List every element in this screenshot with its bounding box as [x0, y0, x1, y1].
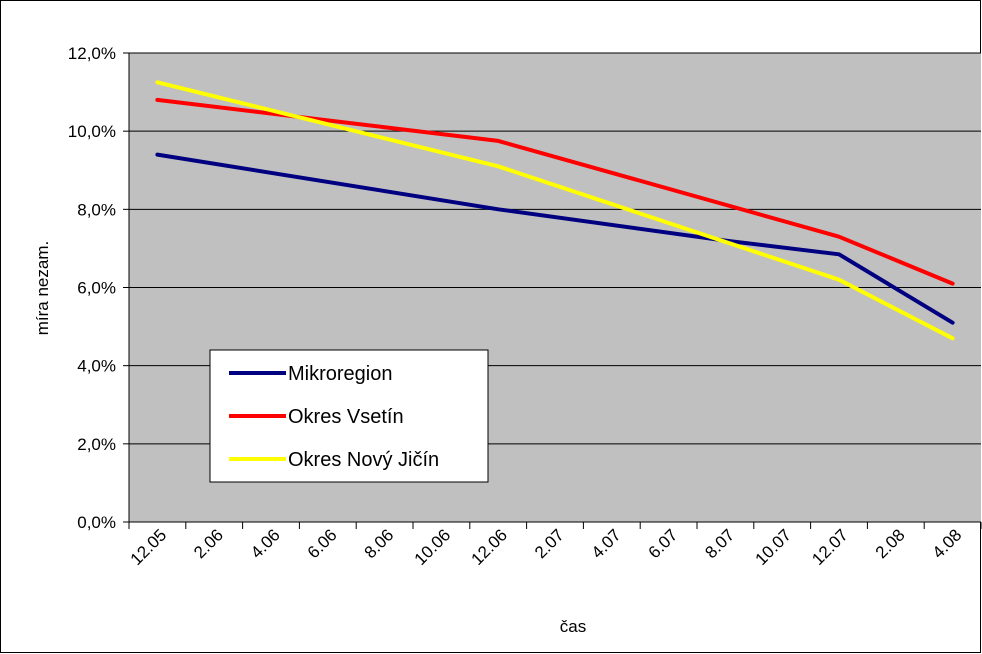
y-tick-label: 0,0% [77, 513, 116, 532]
series-lines [155, 80, 955, 341]
legend-label: Mikroregion [288, 363, 392, 385]
y-axis-title: míra nezam. [33, 241, 52, 335]
legend-label: Okres Nový Jičín [288, 449, 439, 471]
y-tick-label: 12,0% [68, 44, 116, 63]
y-tick-label: 10,0% [68, 122, 116, 141]
y-tick-label: 6,0% [77, 279, 116, 298]
legend: Mikroregion Okres Vsetín Okres Nový Jičín [209, 349, 489, 483]
y-tick-label: 4,0% [77, 357, 116, 376]
series-line [155, 80, 955, 341]
y-tick-label: 2,0% [77, 435, 116, 454]
x-axis-title: čas [560, 617, 586, 636]
y-axis-ticks: 0,0% 2,0% 4,0% 6,0% 8,0% 10,0% 12,0% [68, 44, 129, 532]
legend-label: Okres Vsetín [288, 406, 404, 428]
y-tick-label: 8,0% [77, 200, 116, 219]
series-line [155, 97, 955, 286]
